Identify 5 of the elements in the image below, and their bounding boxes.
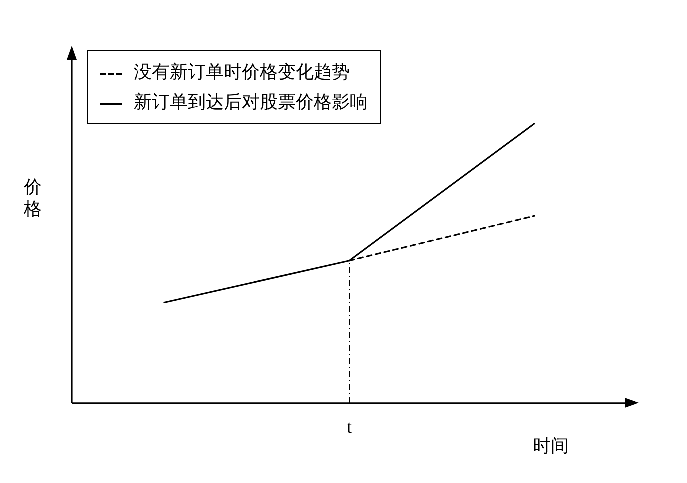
text: t (346, 417, 352, 438)
y-axis-title: 价格 (24, 176, 42, 220)
legend-label: 新订单到达后对股票价格影响 (133, 91, 368, 114)
x-axis-title: 时间 (533, 435, 569, 458)
legend-label: 没有新订单时价格变化趋势 (133, 61, 351, 84)
